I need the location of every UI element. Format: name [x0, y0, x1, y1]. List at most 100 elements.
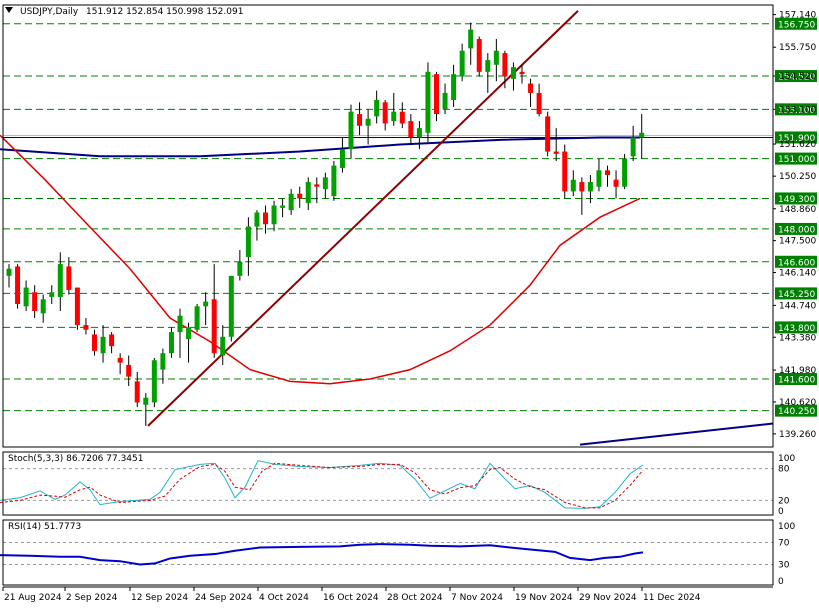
level-tag-label: 151.000	[778, 155, 815, 165]
date-label: 28 Oct 2024	[387, 593, 443, 603]
candle-body	[451, 74, 457, 100]
candle-body	[237, 261, 243, 276]
candle-body	[408, 121, 414, 138]
candle-body	[126, 364, 132, 377]
rsi-level-label: 0	[778, 577, 784, 587]
candle-body	[493, 50, 499, 65]
candle-body	[220, 336, 226, 356]
level-tag	[775, 70, 817, 83]
level-tag	[775, 131, 817, 144]
candle-body	[382, 102, 388, 124]
chart-menu-icon[interactable]	[5, 7, 13, 13]
candle-body	[510, 67, 516, 79]
price-series	[0, 10, 774, 566]
level-tag-label: 148.000	[778, 225, 815, 235]
candle-body	[374, 99, 380, 117]
date-label: 2 Sep 2024	[66, 593, 118, 603]
panel-frame-2	[2, 519, 774, 586]
rsi-label: RSI(14) 51.7773	[8, 522, 81, 532]
candle-body	[66, 266, 72, 290]
date-label: 24 Sep 2024	[195, 593, 252, 603]
level-tag	[775, 17, 817, 30]
candle-body	[399, 111, 405, 124]
candle-body	[177, 315, 183, 333]
candle-body	[245, 226, 251, 258]
rsi-line	[0, 543, 644, 566]
candle-body	[297, 193, 303, 199]
level-tag-label: 151.900	[778, 134, 815, 144]
level-tag-label: 153.100	[778, 106, 815, 116]
price-tick-label: 141.980	[779, 366, 816, 376]
level-tag	[775, 321, 817, 334]
date-label: 7 Nov 2024	[451, 593, 503, 603]
rsi-level-label: 70	[778, 539, 790, 549]
ma-slow-line	[0, 136, 640, 158]
candle-body	[570, 179, 576, 192]
candle-body	[211, 299, 217, 354]
level-tag-label: 149.300	[778, 195, 815, 205]
candle-body	[109, 334, 115, 347]
horizontal-level-lines	[3, 23, 773, 565]
candle-body	[40, 299, 46, 314]
level-tag-label: 143.800	[778, 324, 815, 334]
candle-body	[168, 332, 174, 354]
level-tag	[775, 287, 817, 300]
level-tag-label: 145.250	[778, 290, 815, 300]
candle-body	[6, 268, 12, 276]
candle-body	[468, 29, 474, 49]
candle-body	[536, 92, 542, 115]
candle-body	[416, 128, 422, 138]
panel-frame-0	[2, 4, 774, 448]
level-tag-label: 140.250	[778, 407, 815, 417]
trendline[interactable]	[579, 422, 774, 446]
symbol-header: USDJPY,Daily	[20, 7, 79, 17]
candle-body	[49, 292, 55, 297]
candle-body	[339, 149, 345, 168]
candle-body	[305, 182, 311, 204]
candle-body	[280, 205, 286, 208]
candle-body	[587, 182, 593, 192]
candle-body	[100, 336, 106, 354]
level-tag	[775, 373, 817, 385]
price-tick-label: 143.380	[779, 333, 816, 343]
candle-body	[117, 357, 123, 363]
candle-body	[314, 184, 320, 187]
candle-body	[322, 177, 328, 190]
price-tick-label: 150.250	[779, 172, 816, 182]
level-tag-label: 156.750	[778, 20, 815, 30]
price-tick-label: 144.740	[779, 301, 816, 311]
level-tag	[775, 192, 817, 205]
candle-body	[596, 170, 602, 187]
candle-body	[519, 71, 525, 75]
ohlc-header: 151.912 152.854 150.998 152.091	[86, 7, 243, 17]
candlesticks	[6, 22, 645, 426]
date-label: 11 Dec 2024	[643, 593, 701, 603]
candle-body	[579, 182, 585, 192]
candle-body	[186, 327, 192, 340]
price-tick-label: 146.140	[779, 269, 816, 279]
trendline[interactable]	[147, 10, 579, 427]
candle-body	[57, 264, 63, 297]
candle-body	[203, 301, 209, 307]
candle-body	[271, 205, 277, 225]
candle-body	[528, 83, 534, 93]
rsi-level-label: 100	[778, 522, 795, 532]
candle-body	[194, 306, 200, 330]
stoch-signal-line	[0, 462, 644, 509]
date-label: 12 Sep 2024	[131, 593, 188, 603]
candle-body	[545, 116, 551, 152]
candle-body	[288, 193, 294, 211]
candle-body	[357, 114, 363, 126]
candle-body	[15, 266, 21, 304]
price-tick-label: 154.520	[779, 72, 816, 82]
stoch-level-label: 20	[778, 496, 790, 506]
candle-body	[134, 381, 140, 403]
date-label: 21 Aug 2024	[4, 593, 62, 603]
axis-labels: 156.750 154.520 153.100 151.900 151.000 149.3…	[4, 11, 817, 603]
level-tag	[775, 255, 817, 268]
price-tick-label: 151.620	[779, 140, 816, 150]
level-tag	[775, 103, 817, 116]
candle-body	[622, 158, 628, 187]
candle-body	[459, 50, 465, 77]
